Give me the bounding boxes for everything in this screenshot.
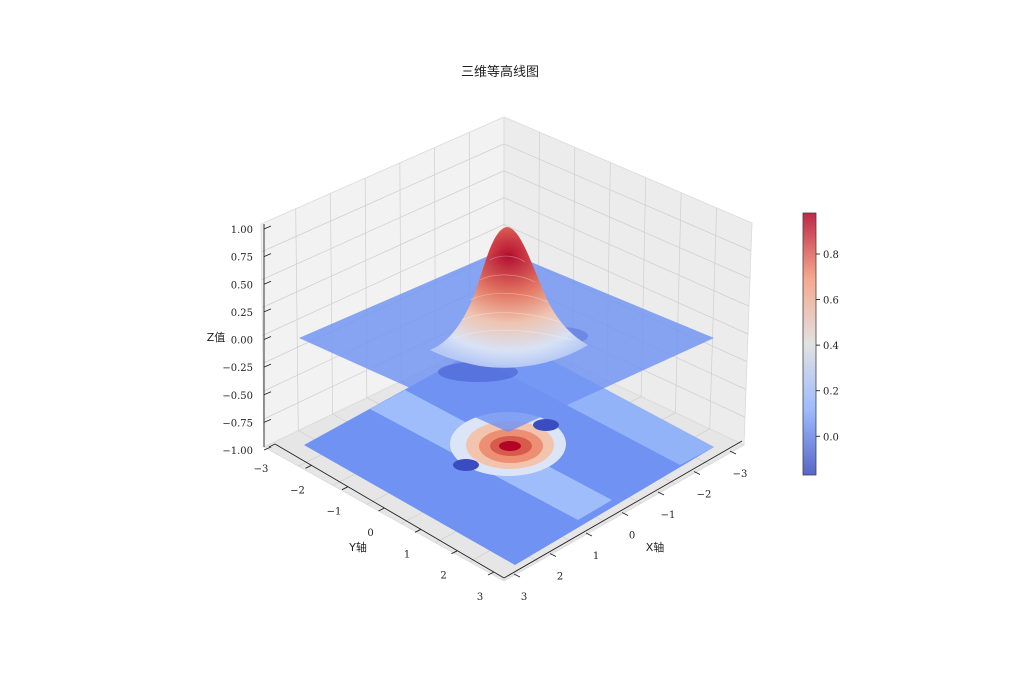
y-tick-label: 0 bbox=[367, 528, 373, 539]
colorbar-tick-label: 0.6 bbox=[823, 296, 839, 307]
z-tick-mark bbox=[263, 446, 272, 451]
z-tick-label: 0.75 bbox=[231, 253, 253, 264]
z-tick-mark bbox=[263, 280, 272, 285]
y-tick-mark bbox=[305, 464, 312, 469]
x-tick-label: 2 bbox=[557, 572, 563, 583]
z-tick-label: −0.75 bbox=[222, 418, 253, 429]
colorbar bbox=[802, 212, 817, 476]
z-tick-label: −0.25 bbox=[222, 363, 253, 374]
surface bbox=[299, 227, 714, 432]
surface-peak bbox=[430, 227, 588, 368]
y-tick-label: 2 bbox=[440, 571, 446, 582]
z-tick-mark bbox=[263, 253, 272, 258]
z-tick-mark bbox=[263, 391, 272, 396]
y-tick-mark bbox=[414, 528, 422, 533]
grid-line bbox=[330, 193, 333, 415]
x-axis-label: X轴 bbox=[646, 540, 665, 554]
z-tick-mark bbox=[263, 225, 272, 230]
grid-line bbox=[675, 192, 682, 413]
x-tick-label: 3 bbox=[521, 592, 527, 603]
z-tick-mark bbox=[263, 363, 272, 368]
z-tick-label: −1.00 bbox=[222, 446, 253, 457]
grid-line bbox=[709, 207, 717, 429]
z-tick-label: 0.00 bbox=[231, 336, 253, 347]
colorbar-axis: 0.0 0.2 0.4 0.6 0.8 bbox=[816, 250, 839, 443]
colorbar-tick-label: 0.2 bbox=[823, 387, 839, 398]
x-axis: −3 −2 −1 0 1 2 3 bbox=[513, 450, 748, 603]
y-axis: −3 −2 −1 0 1 2 3 bbox=[254, 443, 495, 603]
grid-line bbox=[503, 170, 751, 279]
contour-dip bbox=[453, 459, 479, 471]
y-tick-label: −3 bbox=[254, 464, 269, 475]
x-tick-mark bbox=[729, 450, 737, 455]
z-tick-mark bbox=[263, 336, 272, 340]
grid-line bbox=[261, 143, 505, 253]
y-tick-mark bbox=[268, 443, 276, 448]
y-tick-label: 1 bbox=[404, 549, 410, 560]
x-tick-mark bbox=[585, 532, 593, 537]
surface-mesh bbox=[454, 255, 573, 341]
colorbar-tick-label: 0.8 bbox=[823, 250, 839, 261]
contour-dip bbox=[533, 419, 559, 431]
z-axis-label: Z值 bbox=[207, 331, 226, 344]
z-tick-label: 0.50 bbox=[231, 280, 253, 291]
x-tick-mark bbox=[693, 471, 701, 475]
z-tick-label: 0.25 bbox=[231, 308, 253, 319]
axis-lines bbox=[263, 224, 743, 579]
y-tick-label: 3 bbox=[477, 592, 483, 603]
y-tick-mark bbox=[378, 507, 385, 512]
y-tick-mark bbox=[451, 550, 458, 555]
y-tick-label: −2 bbox=[290, 485, 305, 496]
z-tick-label: 1.00 bbox=[231, 225, 253, 236]
chart-title: 三维等高线图 bbox=[461, 64, 539, 80]
x-tick-mark bbox=[549, 553, 557, 557]
x-tick-label: 0 bbox=[629, 531, 635, 542]
grid-line bbox=[503, 197, 750, 307]
grid-line bbox=[261, 197, 505, 308]
y-tick-mark bbox=[341, 486, 349, 491]
x-tick-mark bbox=[513, 573, 521, 578]
grid-line bbox=[262, 224, 505, 336]
x-tick-mark bbox=[657, 491, 665, 496]
y-tick-label: −1 bbox=[327, 507, 342, 518]
z-tick-label: −0.50 bbox=[222, 391, 253, 402]
y-axis-label: Y轴 bbox=[348, 540, 367, 554]
grid-line bbox=[295, 208, 299, 431]
grid-line bbox=[503, 224, 749, 335]
z-axis: −1.00 −0.75 −0.50 −0.25 0.00 0.25 0.50 0.75 1.00 bbox=[222, 225, 272, 457]
z-tick-mark bbox=[263, 418, 272, 423]
contour-peak bbox=[499, 441, 521, 451]
y-tick-mark bbox=[487, 571, 495, 576]
z-tick-mark bbox=[263, 308, 272, 313]
grid-line bbox=[261, 170, 505, 281]
x-tick-mark bbox=[621, 512, 629, 516]
x-tick-label: −2 bbox=[697, 490, 712, 501]
x-tick-label: 1 bbox=[593, 551, 599, 562]
grid-line bbox=[503, 143, 752, 252]
x-tick-label: −3 bbox=[733, 469, 748, 480]
x-tick-label: −1 bbox=[661, 510, 676, 521]
colorbar-tick-label: 0.0 bbox=[823, 432, 839, 443]
colorbar-tick-label: 0.4 bbox=[823, 341, 839, 352]
